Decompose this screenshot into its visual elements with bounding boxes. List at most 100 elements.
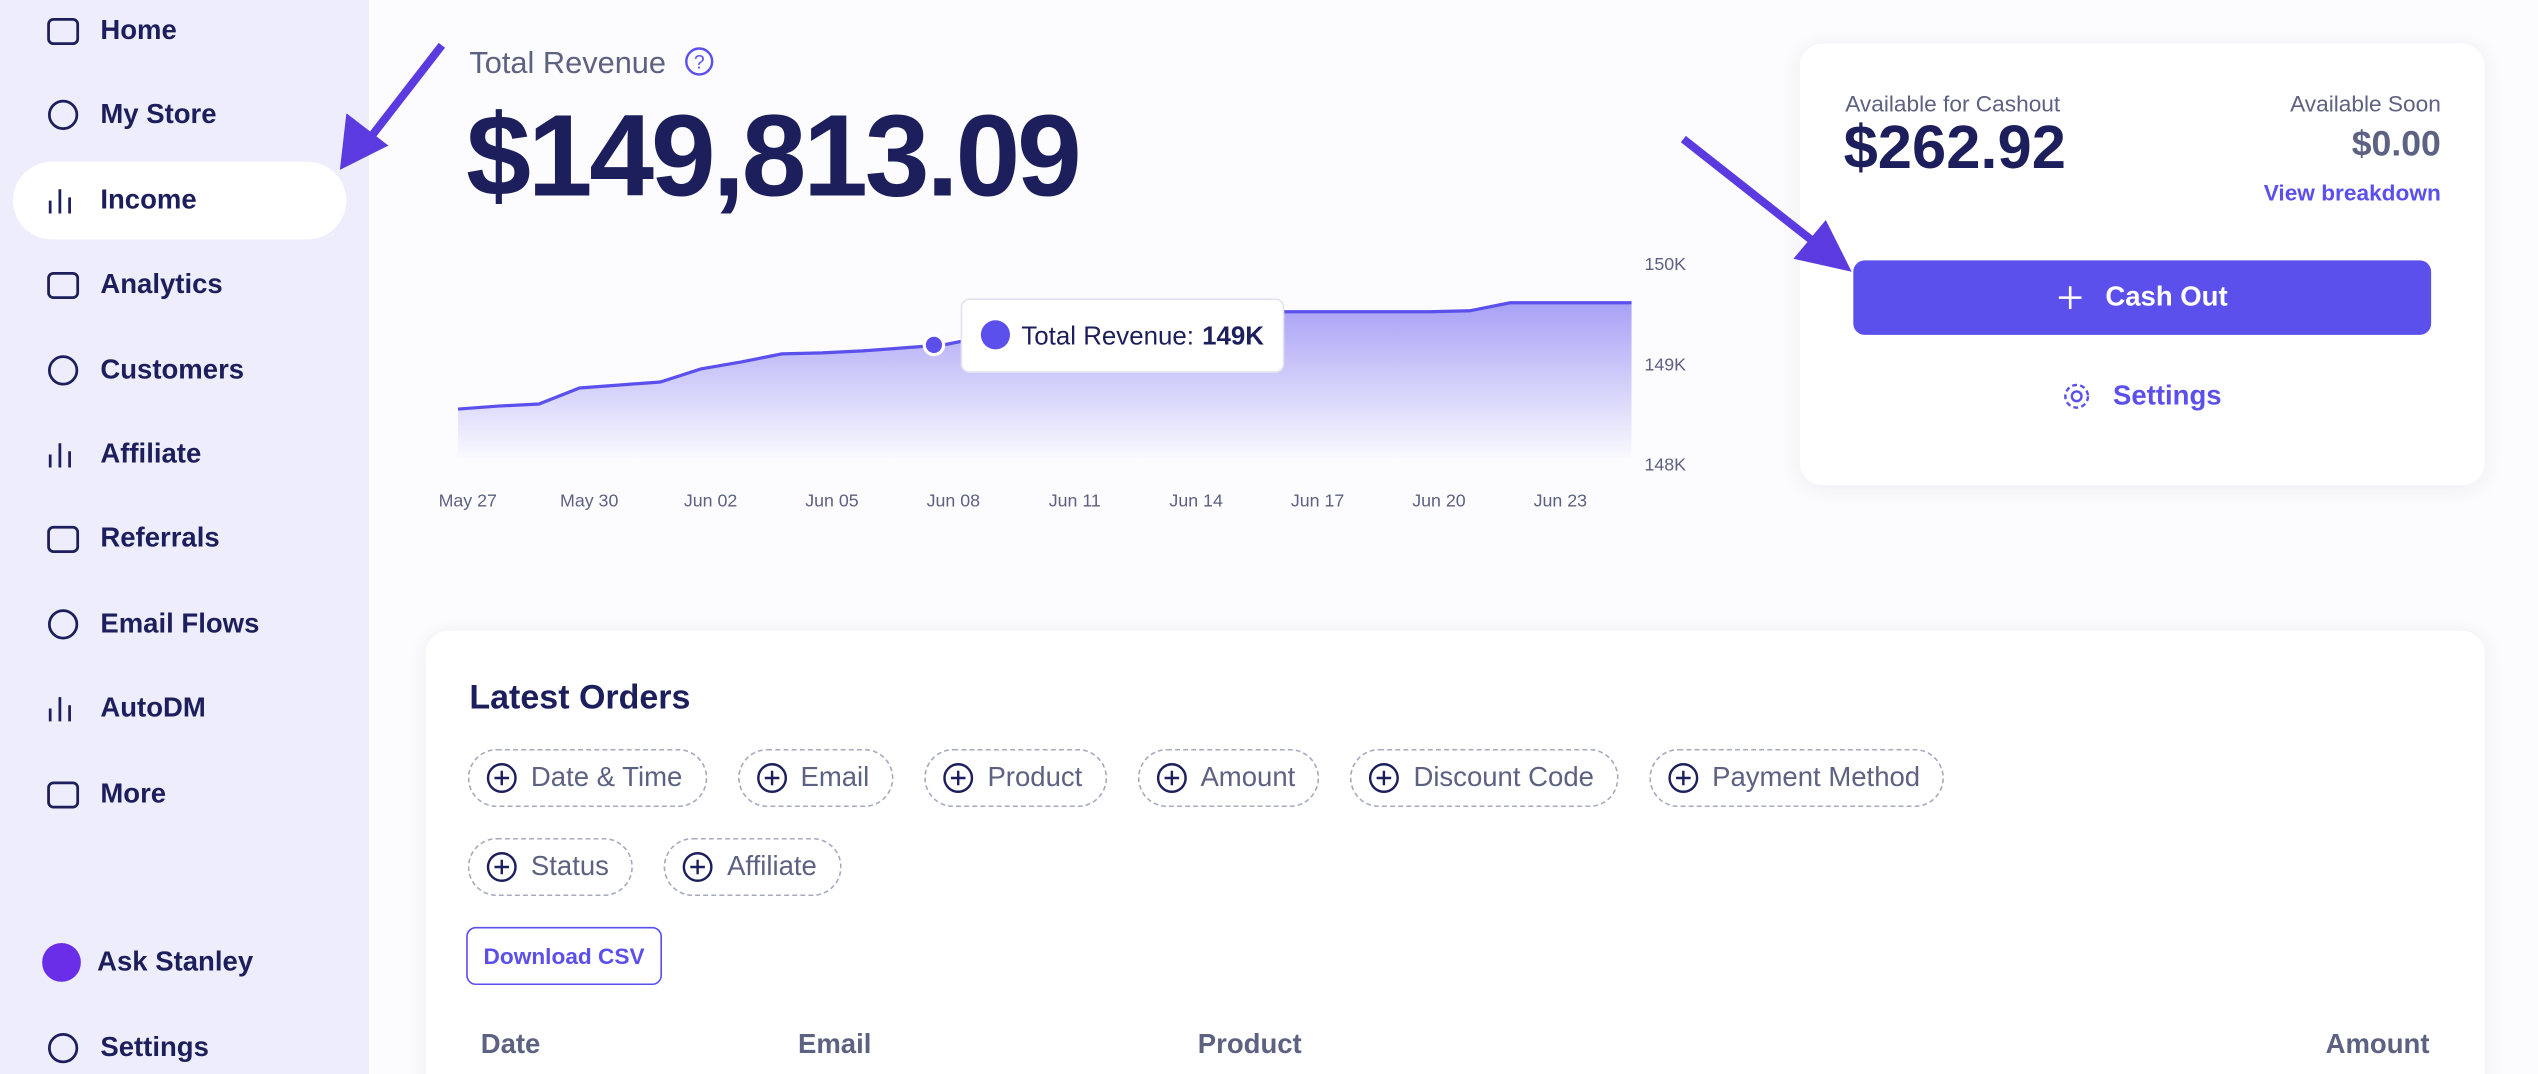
tooltip-label: Total Revenue: [1021, 323, 1194, 351]
plus-circle [486, 763, 517, 793]
filter-chips: Date & Time Email Product Amount Discount Co… [467, 748, 2087, 897]
column-header: Amount [2325, 1028, 2430, 1060]
icon-shape [1675, 770, 1691, 786]
x-tick-label: May 27 [439, 490, 497, 510]
chip-label: Amount [1200, 761, 1296, 793]
svg-text:?: ? [694, 52, 705, 74]
column-header: Product [1197, 1028, 1302, 1060]
view-breakdown[interactable]: View breakdown [2263, 179, 2441, 206]
nav-label: Referrals [100, 523, 220, 554]
nav-item[interactable]: Affiliate [13, 416, 346, 494]
cashout-button[interactable]: Cash Out [1853, 260, 2432, 335]
hover-point [922, 333, 946, 357]
filter-chip[interactable]: Payment Method [1648, 748, 1945, 808]
icon-shape [951, 770, 966, 786]
y-tick-label: 150K [1644, 254, 1686, 274]
nav-icon [47, 272, 80, 300]
plus-circle [756, 763, 787, 793]
download-csv[interactable]: Download CSV [466, 926, 663, 986]
soon-amount: $0.00 [2351, 122, 2441, 164]
icon-shape [47, 780, 80, 808]
nav-item[interactable]: Analytics [13, 246, 346, 324]
nav-label: Home [100, 14, 177, 46]
nav-item[interactable]: Email Flows [13, 585, 346, 663]
icon-shape [47, 526, 80, 554]
icon-shape [756, 763, 787, 793]
tooltip-box [960, 298, 1285, 373]
y-tick-label: 149K [1644, 354, 1686, 374]
y-tick-label: 148K [1644, 455, 1686, 475]
icon-shape [1377, 770, 1392, 786]
icon-shape [48, 188, 71, 214]
chip-label: Email [800, 761, 870, 793]
icon-shape [47, 18, 80, 46]
plus-circle [486, 852, 517, 882]
nav-label: More [100, 777, 167, 809]
chip-label: Payment Method [1712, 761, 1921, 793]
filter-chip[interactable]: Affiliate [663, 837, 842, 897]
nav-item[interactable]: My Store [13, 77, 346, 155]
x-tick-label: Jun 11 [1049, 490, 1101, 510]
plus-circle [1369, 763, 1400, 793]
nav-item[interactable]: Settings [13, 1009, 346, 1074]
icon-shape [48, 443, 71, 468]
icon-shape [764, 770, 779, 786]
nav-item[interactable]: Referrals [13, 500, 346, 578]
chip-label: Affiliate [727, 850, 817, 882]
icon-shape [47, 100, 79, 131]
icon-shape [47, 608, 79, 640]
gear-icon [2064, 383, 2090, 409]
nav-icon [47, 1033, 79, 1064]
filter-chip[interactable]: Amount [1137, 748, 1320, 808]
revenue-amount: $149,813.09 [466, 92, 1082, 222]
filter-chip[interactable]: Date & Time [467, 748, 707, 808]
help-icon[interactable]: ? [683, 45, 715, 77]
icon-shape [682, 852, 713, 882]
nav-label: AutoDM [100, 692, 206, 724]
icon-shape [48, 697, 71, 722]
nav-item[interactable]: AutoDM [13, 670, 346, 748]
nav-icon [47, 354, 79, 385]
sidebar: Home My Store Income Analytics Customers Affi… [0, 0, 370, 1074]
icon-shape [494, 859, 510, 875]
filter-chip[interactable]: Email [737, 748, 894, 808]
x-tick-label: Jun 23 [1534, 490, 1588, 510]
x-tick-label: Jun 02 [684, 490, 737, 510]
icon-shape [42, 943, 81, 982]
x-tick-label: Jun 20 [1412, 490, 1466, 510]
stanley-icon [42, 943, 81, 982]
cashout-settings[interactable]: Settings [1800, 380, 2485, 412]
icon-shape [486, 763, 517, 793]
tooltip-icon [980, 320, 1011, 350]
available-amount: $262.92 [1843, 114, 2066, 183]
nav-item[interactable]: More [13, 755, 346, 833]
icon-shape [47, 354, 79, 385]
icon-shape [943, 763, 974, 793]
cashout-button-label: Cash Out [2105, 281, 2228, 313]
filter-chip[interactable]: Status [467, 837, 634, 897]
icon-shape [1667, 763, 1698, 793]
nav-icon [47, 526, 80, 554]
icon-shape [1164, 770, 1179, 786]
nav-label: Ask Stanley [97, 946, 254, 977]
x-tick-label: Jun 14 [1169, 490, 1223, 510]
orders-title: Latest Orders [469, 679, 691, 717]
nav-item[interactable]: Ask Stanley [13, 924, 346, 1002]
x-tick-label: May 30 [560, 490, 618, 510]
nav-icon [47, 608, 79, 640]
cashout-card: Available for Cashout $262.92 Available … [1799, 43, 2485, 486]
filter-chip[interactable]: Product [924, 748, 1107, 808]
nav-label: Customers [100, 353, 245, 385]
x-tick-label: Jun 05 [805, 490, 859, 510]
nav-item[interactable]: Customers [13, 331, 346, 409]
chip-label: Discount Code [1413, 761, 1594, 793]
nav-item[interactable]: Income [12, 161, 347, 240]
chip-label: Date & Time [530, 761, 683, 793]
nav-item[interactable]: Home [13, 0, 346, 70]
filter-chip[interactable]: Discount Code [1350, 748, 1619, 808]
nav-icon [48, 443, 71, 468]
nav-label: Income [100, 184, 197, 215]
area [458, 302, 1632, 458]
plus-circle [1156, 763, 1187, 793]
